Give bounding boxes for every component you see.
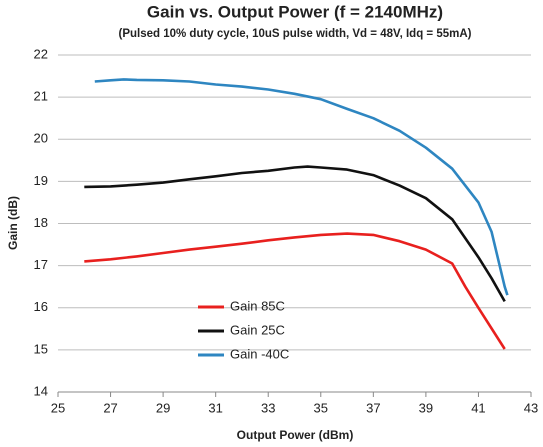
x-tick-label: 25: [51, 400, 65, 415]
line-series: [94, 78, 509, 296]
x-axis-label: Output Power (dBm): [237, 428, 354, 442]
y-tick-label: 15: [34, 341, 48, 356]
x-tick-label: 37: [366, 400, 380, 415]
y-tick-label: 17: [34, 257, 48, 272]
y-tick-label: 21: [34, 89, 48, 104]
x-tick-label: 27: [103, 400, 117, 415]
y-tick-label: 14: [34, 383, 48, 398]
x-tick-label: 29: [156, 400, 170, 415]
x-tick-label: 43: [524, 400, 538, 415]
x-tick-label: 33: [261, 400, 275, 415]
line-series: [84, 232, 506, 350]
y-tick-label: 20: [34, 131, 48, 146]
legend-label: Gain 25C: [230, 322, 285, 337]
y-tick-label: 19: [34, 173, 48, 188]
x-tick-label: 39: [419, 400, 433, 415]
y-tick-label: 22: [34, 46, 48, 61]
legend-label: Gain -40C: [230, 346, 289, 361]
y-tick-label: 16: [34, 299, 48, 314]
line-series: [84, 165, 506, 303]
chart-subtitle: (Pulsed 10% duty cycle, 10uS pulse width…: [118, 28, 471, 40]
y-tick-label: 18: [34, 215, 48, 230]
x-tick-label: 31: [208, 400, 222, 415]
x-tick-label: 35: [314, 400, 328, 415]
legend-label: Gain 85C: [230, 298, 285, 313]
x-tick-label: 41: [471, 400, 485, 415]
chart-title: Gain vs. Output Power (f = 2140MHz): [147, 2, 443, 21]
y-axis-label: Gain (dB): [6, 196, 20, 250]
